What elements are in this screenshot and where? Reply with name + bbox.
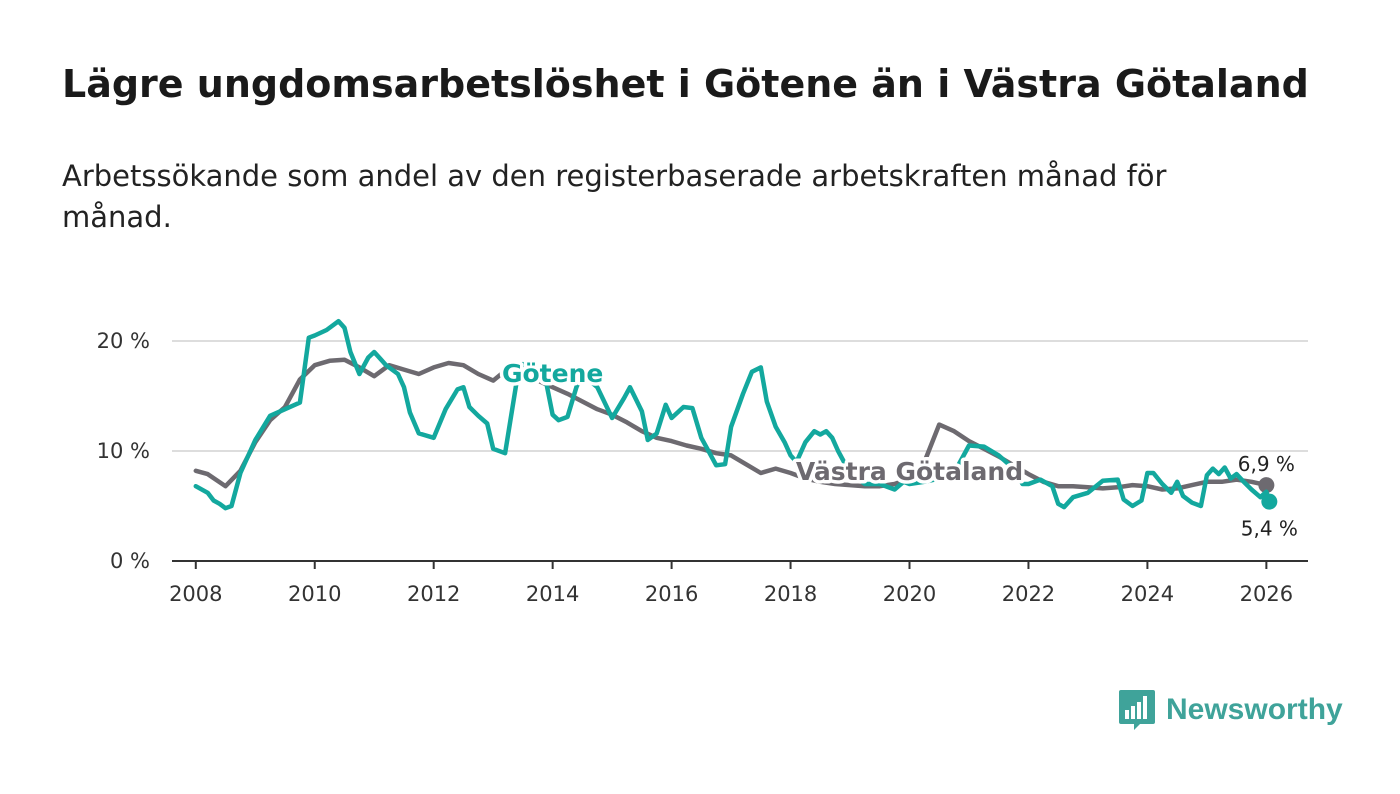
vastra-gotaland-end-point — [1258, 477, 1275, 494]
series-lines — [193, 318, 1278, 511]
x-tick-label: 2022 — [1002, 582, 1055, 606]
newsworthy-logo: Newsworthy — [1118, 688, 1343, 732]
x-tick-label: 2026 — [1240, 582, 1293, 606]
x-tick-label: 2010 — [288, 582, 341, 606]
vastra-gotaland-series-label: Västra Götaland — [796, 457, 1023, 486]
logo-text: Newsworthy — [1166, 693, 1343, 726]
gotene-end-value-label: 5,4 % — [1241, 517, 1298, 541]
series-labels: Västra Götaland Götene 6,9 % 5,4 % — [498, 355, 1300, 543]
gotene-series-label: Götene — [502, 359, 603, 388]
x-tick-label: 2018 — [764, 582, 817, 606]
chart-title: Lägre ungdomsarbetslöshet i Götene än i … — [62, 62, 1309, 106]
gotene-line — [193, 318, 1272, 511]
chart-subtitle: Arbetssökande som andel av den registerb… — [62, 159, 1167, 234]
x-tick-label: 2020 — [883, 582, 936, 606]
x-tick-label: 2008 — [169, 582, 222, 606]
gotene-end-point — [1261, 493, 1278, 510]
vastra-gotaland-line — [193, 357, 1269, 492]
y-tick-label: 20 % — [97, 329, 150, 353]
vastra-gotaland-end-value-label: 6,9 % — [1238, 452, 1295, 476]
gridlines: 0 % 10 % 20 % — [97, 329, 1308, 573]
x-tick-label: 2014 — [526, 582, 579, 606]
y-tick-label: 0 % — [110, 549, 150, 573]
x-tick-label: 2016 — [645, 582, 698, 606]
x-axis: 2008 2010 2012 2014 2016 2018 2020 2022 2024 2026 — [169, 560, 1308, 606]
x-tick-label: 2012 — [407, 582, 460, 606]
x-tick-label: 2024 — [1121, 582, 1174, 606]
newsworthy-logo-icon — [1119, 690, 1155, 730]
y-tick-label: 10 % — [97, 439, 150, 463]
